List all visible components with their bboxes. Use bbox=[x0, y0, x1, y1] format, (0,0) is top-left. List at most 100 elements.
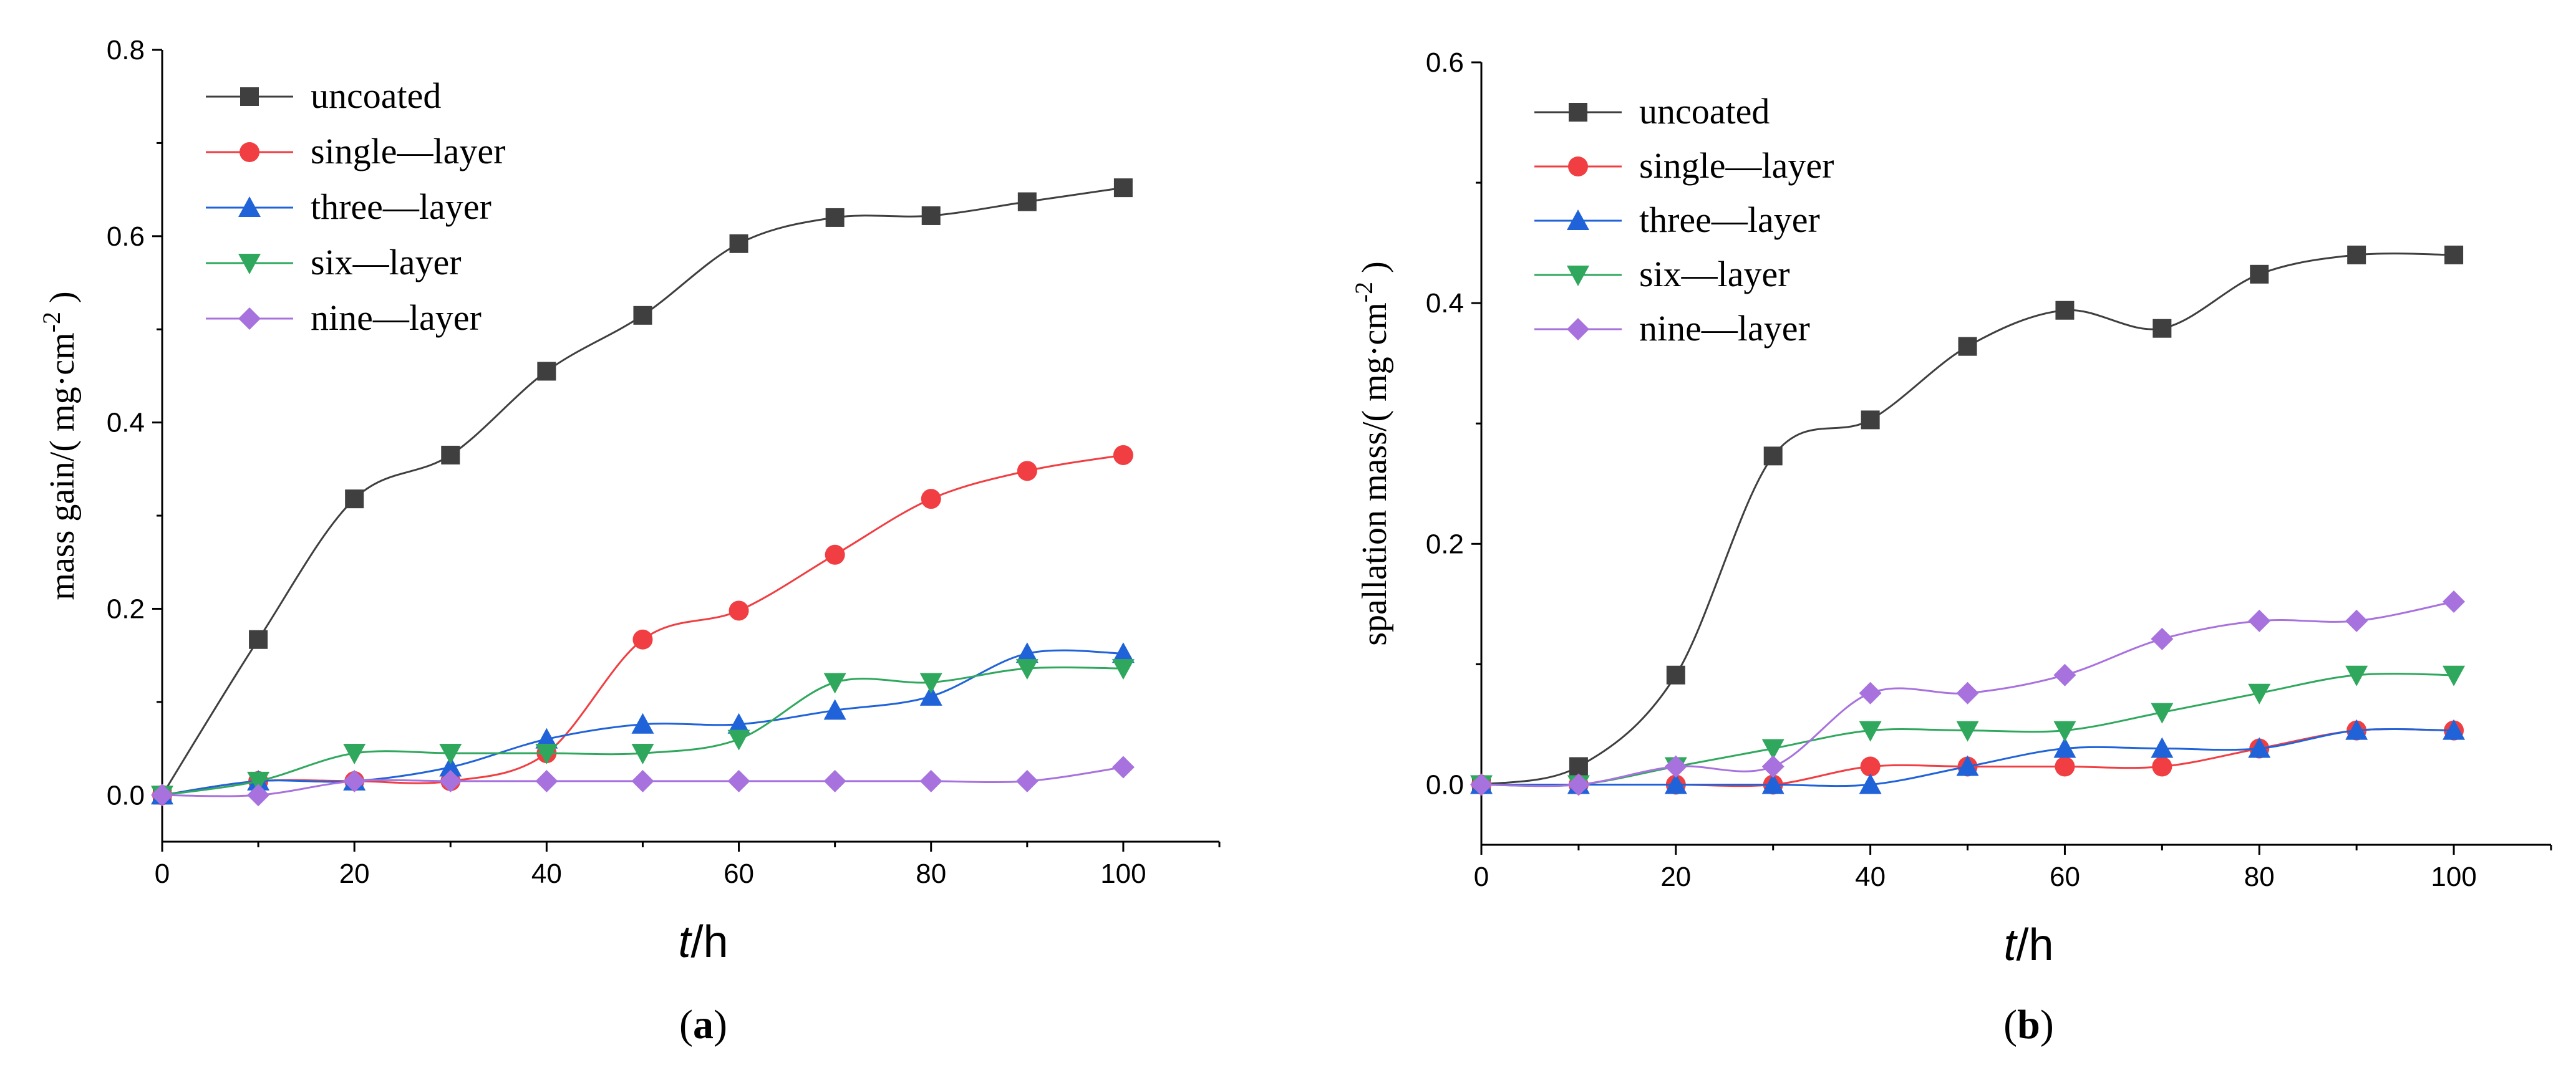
data-point bbox=[823, 673, 846, 694]
chart-panel-a: 0 20 40 60 80 100 0.0 0.2 0.4 0.6 0.8 t/h mass gain/… bbox=[37, 35, 1221, 1047]
x-tick-label: 100 bbox=[2431, 862, 2476, 892]
data-point bbox=[1861, 410, 1880, 430]
legend-marker bbox=[238, 196, 261, 217]
data-point bbox=[2152, 756, 2172, 777]
data-point bbox=[535, 769, 558, 792]
y-axis-label: mass gain/( mg·cm-2 ) bbox=[37, 291, 82, 600]
data-point bbox=[247, 771, 270, 792]
data-point bbox=[2345, 609, 2368, 632]
data-point bbox=[1859, 721, 1882, 742]
legend-marker bbox=[238, 307, 261, 330]
data-point bbox=[919, 673, 942, 694]
data-point bbox=[439, 769, 462, 792]
y-tick-label: 0.2 bbox=[1426, 529, 1464, 559]
data-point bbox=[729, 234, 748, 253]
y-tick-label: 0.8 bbox=[107, 35, 145, 65]
data-point bbox=[1956, 721, 1979, 742]
series-markers-5 bbox=[1470, 590, 2466, 796]
data-point bbox=[2053, 663, 2076, 686]
legend-marker bbox=[240, 87, 259, 106]
data-point bbox=[823, 769, 846, 792]
data-point bbox=[919, 769, 942, 792]
series-markers-1 bbox=[153, 178, 1133, 805]
data-point bbox=[247, 784, 270, 807]
legend: uncoated single—layer three—layer six—layer… bbox=[1534, 91, 1834, 349]
data-point bbox=[249, 630, 268, 649]
legend-marker bbox=[1567, 318, 1589, 340]
data-point bbox=[2151, 703, 2174, 724]
data-point bbox=[631, 769, 654, 792]
legend-marker bbox=[1568, 156, 1588, 176]
data-point bbox=[1113, 178, 1133, 198]
legend-label: three—layer bbox=[1639, 200, 1820, 240]
data-point bbox=[632, 629, 653, 650]
data-point bbox=[729, 600, 749, 621]
legend-label: nine—layer bbox=[311, 297, 482, 338]
legend: uncoated single—layer three—layer six—layer… bbox=[206, 75, 505, 338]
data-point bbox=[2152, 319, 2172, 338]
data-point bbox=[1761, 739, 1784, 760]
x-tick-label: 40 bbox=[1855, 862, 1886, 892]
legend-label: six—layer bbox=[311, 242, 462, 282]
data-point bbox=[1113, 445, 1133, 465]
y-tick-label: 0.4 bbox=[107, 408, 145, 438]
data-point bbox=[2444, 245, 2464, 264]
data-point bbox=[1015, 769, 1039, 792]
y-tick-label: 0.6 bbox=[107, 221, 145, 252]
data-point bbox=[1666, 665, 1685, 685]
legend-marker bbox=[240, 142, 259, 162]
y-tick-label: 0.2 bbox=[107, 594, 145, 624]
data-point bbox=[1761, 773, 1784, 794]
data-point bbox=[343, 744, 366, 765]
legend-marker bbox=[1567, 209, 1589, 230]
data-point bbox=[2345, 665, 2368, 686]
data-point bbox=[921, 206, 941, 225]
y-tick-label: 0.0 bbox=[1426, 769, 1464, 800]
data-point bbox=[2248, 683, 2271, 705]
data-point bbox=[727, 769, 750, 792]
data-point bbox=[1567, 773, 1590, 796]
series-line-1 bbox=[161, 186, 1124, 796]
series-markers-1 bbox=[1472, 245, 2464, 794]
data-point bbox=[1958, 337, 1977, 356]
data-point bbox=[151, 784, 173, 807]
x-tick-label: 0 bbox=[1474, 862, 1489, 892]
legend-label: three—layer bbox=[311, 186, 491, 227]
data-point bbox=[1111, 659, 1135, 680]
data-point bbox=[2248, 737, 2271, 758]
data-point bbox=[1761, 755, 1784, 778]
data-point bbox=[2055, 301, 2075, 320]
data-point bbox=[633, 305, 652, 325]
data-point bbox=[2151, 737, 2174, 758]
data-point bbox=[1860, 756, 1881, 777]
legend-label: uncoated bbox=[311, 75, 441, 116]
data-point bbox=[1017, 461, 1037, 481]
panel-label: (a) bbox=[679, 1002, 727, 1047]
data-point bbox=[439, 756, 462, 777]
legend-marker bbox=[1569, 103, 1587, 122]
data-point bbox=[535, 728, 558, 749]
data-point bbox=[2053, 721, 2076, 742]
y-tick-label: 0.4 bbox=[1426, 288, 1464, 319]
legend-label: nine—layer bbox=[1639, 308, 1810, 349]
x-tick-label: 20 bbox=[339, 859, 370, 889]
data-point bbox=[727, 713, 750, 734]
legend-marker bbox=[238, 254, 261, 274]
data-point bbox=[2055, 756, 2075, 777]
data-point bbox=[825, 208, 845, 227]
data-point bbox=[1956, 755, 1979, 776]
data-point bbox=[1017, 192, 1037, 211]
data-point bbox=[1664, 773, 1687, 794]
data-point bbox=[919, 685, 942, 706]
y-tick-label: 0.6 bbox=[1426, 47, 1464, 78]
data-point bbox=[2345, 719, 2368, 740]
x-tick-label: 40 bbox=[531, 859, 562, 889]
legend-label: six—layer bbox=[1639, 254, 1790, 294]
legend-label: single—layer bbox=[1639, 145, 1834, 186]
data-point bbox=[2053, 737, 2076, 758]
data-point bbox=[825, 544, 845, 565]
panel-label: (b) bbox=[2003, 1002, 2054, 1047]
data-point bbox=[2248, 609, 2271, 632]
x-tick-label: 100 bbox=[1100, 859, 1146, 889]
